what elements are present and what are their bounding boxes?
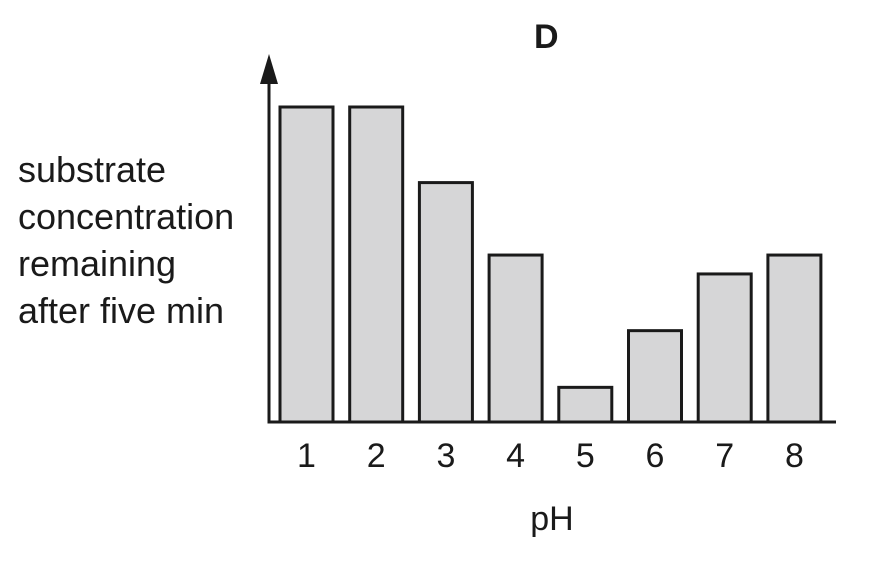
bar-ph-6 <box>627 329 683 424</box>
x-axis-label: pH <box>530 500 573 538</box>
y-axis-arrowhead <box>260 54 278 84</box>
x-tick-label-1: 1 <box>297 437 316 475</box>
y-axis-label-line-4: after five min <box>18 290 225 331</box>
x-tick-label-7: 7 <box>715 437 734 475</box>
bar-ph-4 <box>487 253 544 424</box>
bar-ph-3 <box>417 181 474 424</box>
x-tick-label-6: 6 <box>646 437 665 475</box>
y-axis-label-line-1: substrate <box>18 149 167 190</box>
x-tick-label-5: 5 <box>576 437 595 475</box>
x-tick-label-8: 8 <box>785 437 804 475</box>
bar-ph-7 <box>696 272 753 424</box>
x-tick-labels: 1 2 3 4 5 6 7 8 <box>297 437 804 475</box>
chart-title: D <box>534 18 559 56</box>
bar-ph-5 <box>557 385 614 424</box>
x-tick-label-2: 2 <box>367 437 386 475</box>
y-axis-label-line-2: concentration <box>18 196 235 237</box>
bar-ph-8 <box>766 253 823 424</box>
y-axis-label-line-3: remaining <box>18 243 177 284</box>
bar-ph-2 <box>348 105 405 424</box>
x-tick-label-4: 4 <box>506 437 525 475</box>
y-axis-label: substrate concentration remaining after … <box>18 146 234 334</box>
x-tick-label-3: 3 <box>436 437 455 475</box>
bar-group <box>278 105 823 424</box>
bar-ph-1 <box>278 105 335 424</box>
